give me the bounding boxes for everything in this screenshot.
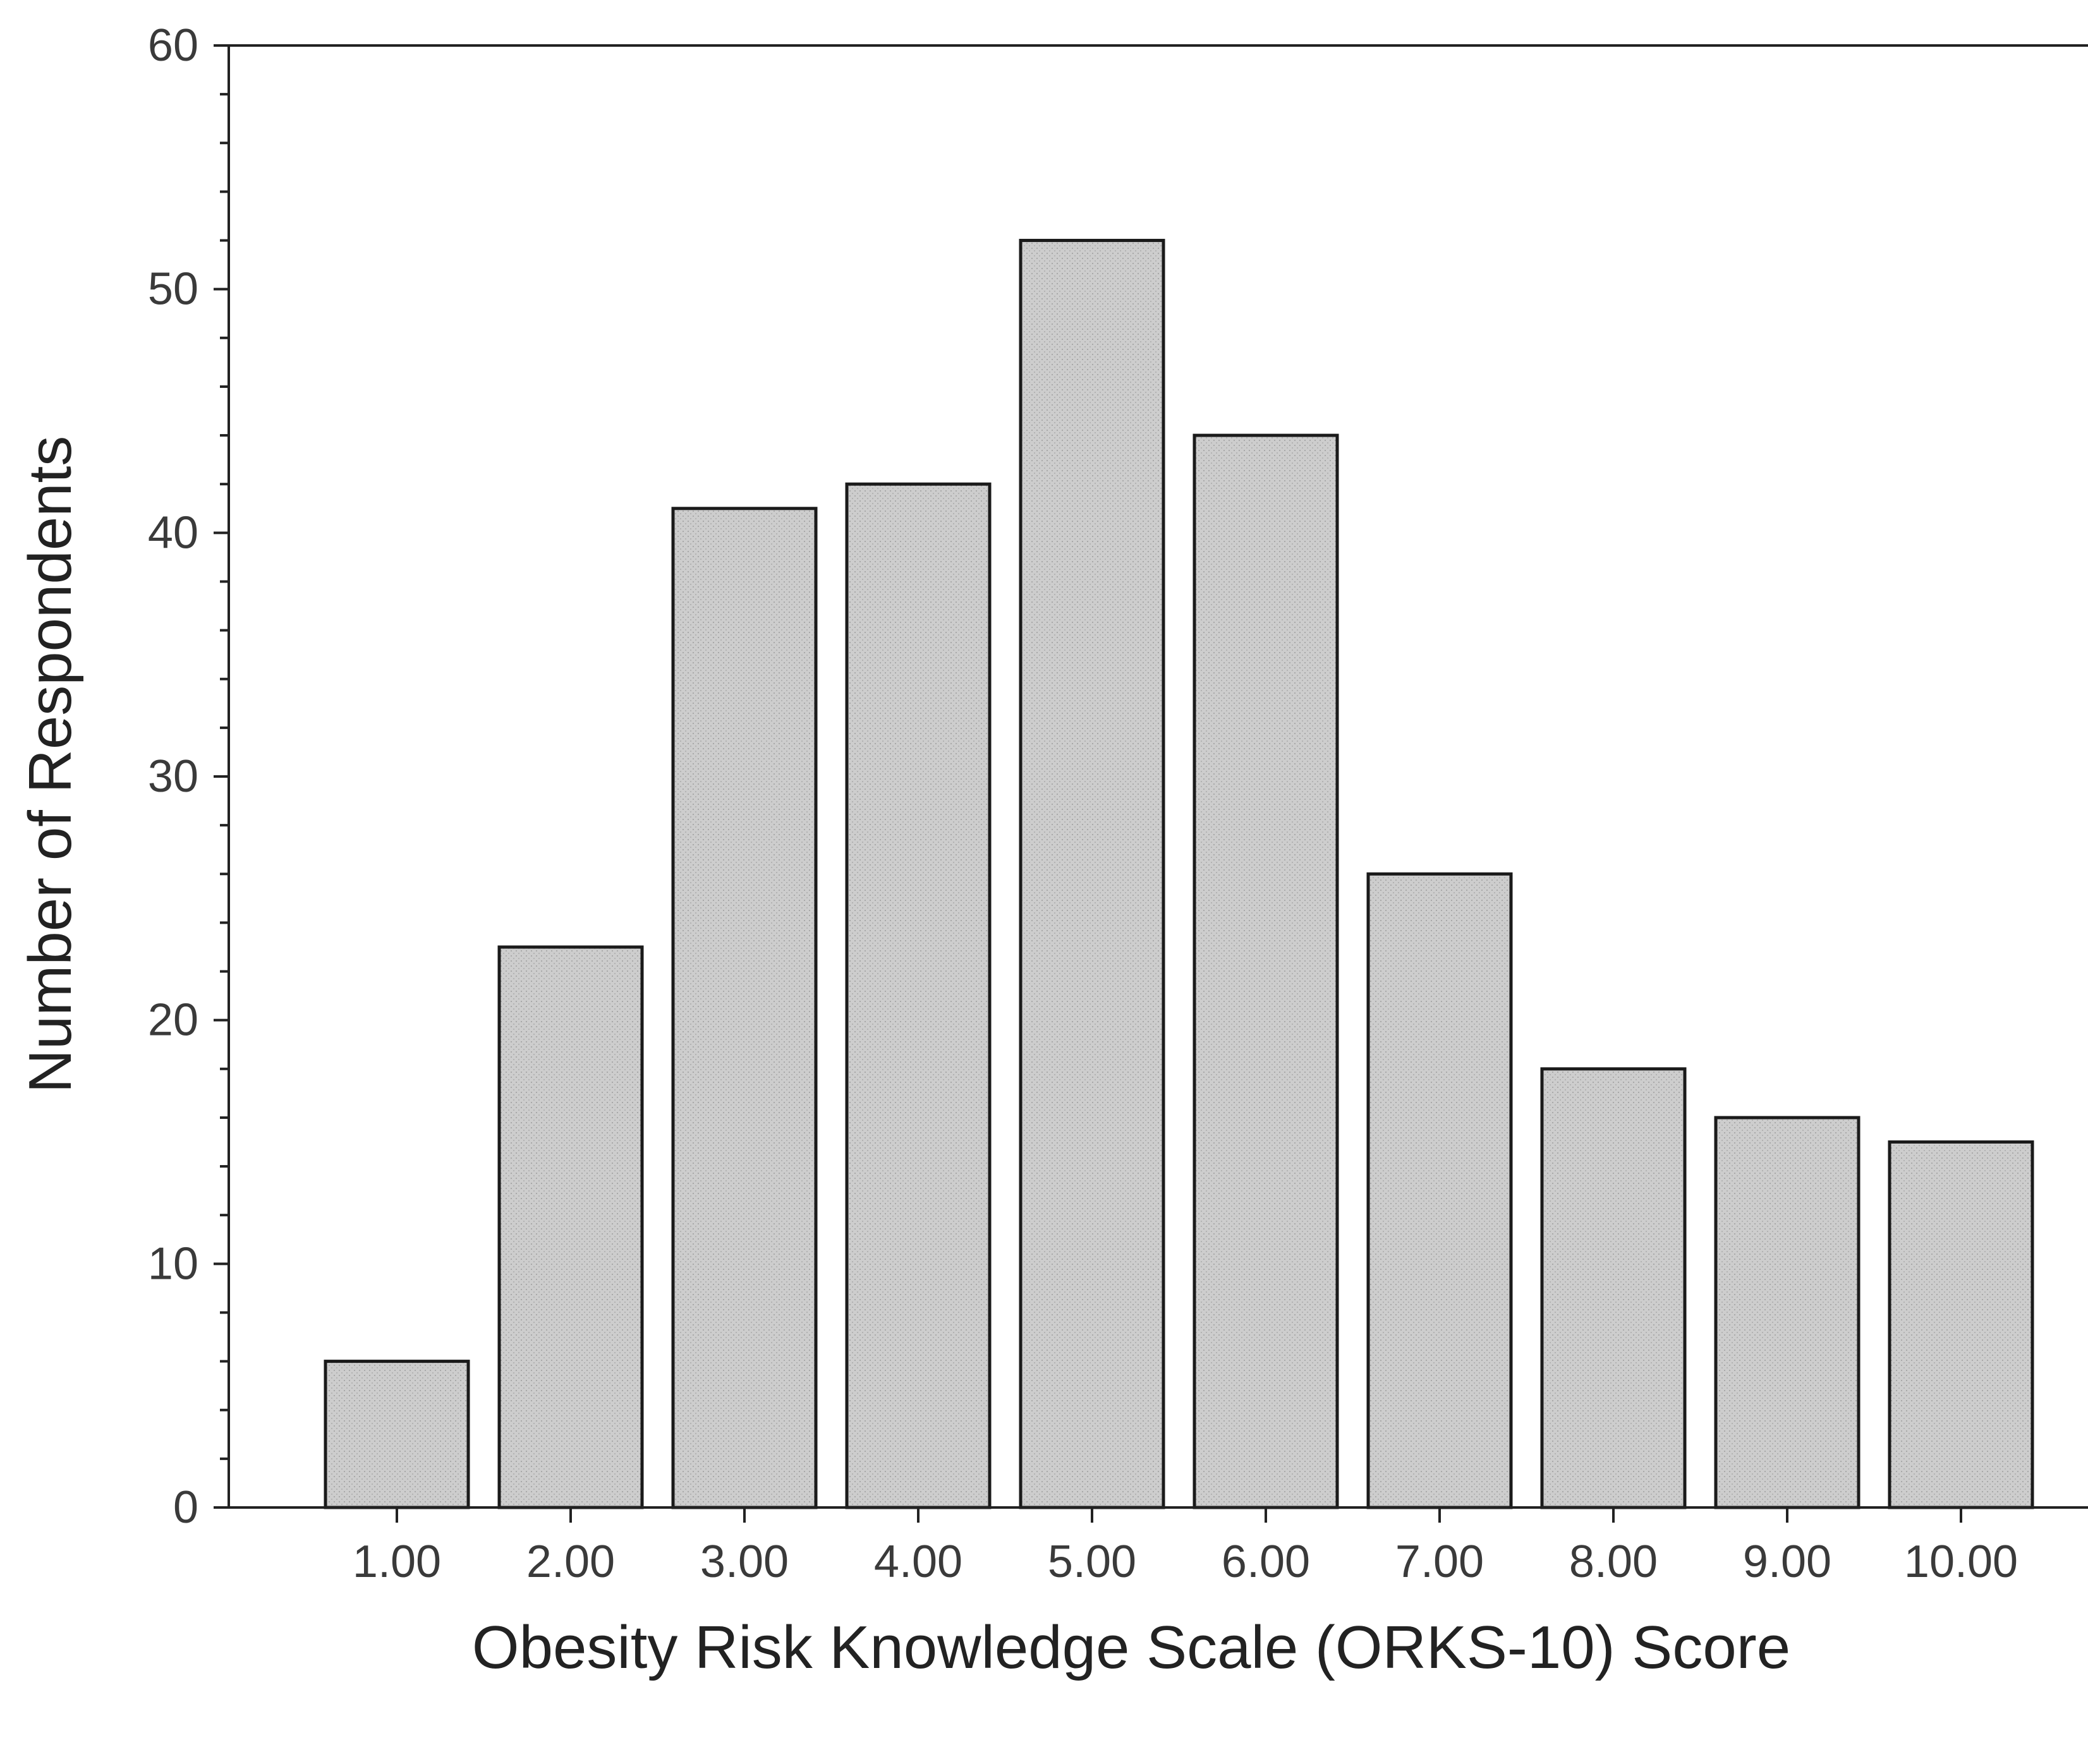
- bars: [324, 239, 2034, 1509]
- y-axis: 0 10 20 30 40 50 60: [148, 20, 230, 1533]
- y-tick-label: 20: [148, 995, 198, 1046]
- y-axis-title: Number of Respondents: [16, 436, 84, 1094]
- x-tick-label: 2.00: [526, 1537, 615, 1587]
- y-tick-label: 30: [148, 751, 198, 802]
- x-tick-label: 4.00: [874, 1537, 962, 1587]
- bar-2.00: [497, 945, 644, 1509]
- x-tick-label: 8.00: [1569, 1537, 1658, 1587]
- x-axis: 1.00 2.00 3.00 4.00 5.00 6.00 7.00 8.00 9.00 10.0…: [229, 1506, 2088, 1587]
- bar-7.00: [1366, 872, 1513, 1509]
- y-tick-label: 0: [173, 1482, 198, 1533]
- bar-6.00: [1193, 433, 1339, 1509]
- bar-9.00: [1714, 1116, 1860, 1509]
- y-tick-label: 40: [148, 507, 198, 558]
- x-tick-label: 1.00: [353, 1537, 441, 1587]
- x-tick-label: 3.00: [700, 1537, 789, 1587]
- bar-1.00: [324, 1360, 470, 1509]
- bar-10.00: [1888, 1140, 2034, 1509]
- y-tick-label: 60: [148, 20, 198, 71]
- x-tick-label: 6.00: [1222, 1537, 1310, 1587]
- x-tick-label: 7.00: [1395, 1537, 1484, 1587]
- x-tick-label: 10.00: [1904, 1537, 2018, 1587]
- bar-8.00: [1540, 1067, 1687, 1509]
- y-tick-label: 50: [148, 264, 198, 315]
- x-tick-label: 5.00: [1048, 1537, 1136, 1587]
- bar-5.00: [1019, 239, 1165, 1509]
- bar-3.00: [671, 507, 818, 1509]
- bar-4.00: [845, 482, 992, 1509]
- y-tick-label: 10: [148, 1238, 198, 1289]
- x-axis-title: Obesity Risk Knowledge Scale (ORKS-10) S…: [472, 1614, 1790, 1681]
- x-tick-label: 9.00: [1743, 1537, 1831, 1587]
